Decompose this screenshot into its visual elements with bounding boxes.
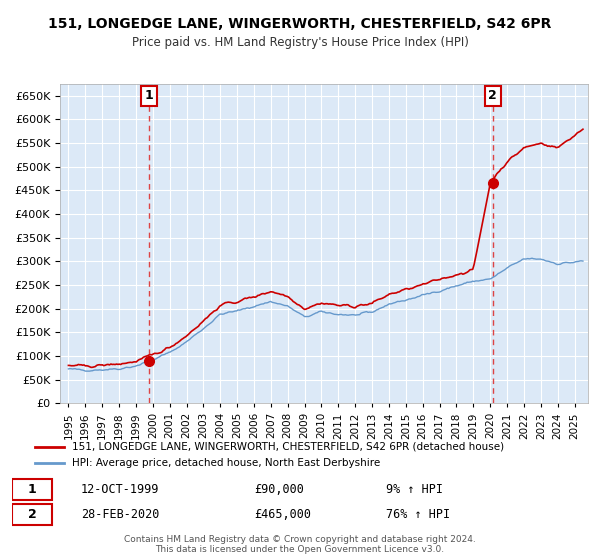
- Text: 12-OCT-1999: 12-OCT-1999: [81, 483, 160, 496]
- Text: 2: 2: [488, 90, 497, 102]
- Text: 2: 2: [28, 508, 37, 521]
- Text: HPI: Average price, detached house, North East Derbyshire: HPI: Average price, detached house, Nort…: [73, 458, 381, 468]
- Text: Price paid vs. HM Land Registry's House Price Index (HPI): Price paid vs. HM Land Registry's House …: [131, 36, 469, 49]
- Text: £90,000: £90,000: [254, 483, 304, 496]
- Text: 1: 1: [145, 90, 154, 102]
- Text: Contains HM Land Registry data © Crown copyright and database right 2024.
This d: Contains HM Land Registry data © Crown c…: [124, 535, 476, 554]
- Text: 151, LONGEDGE LANE, WINGERWORTH, CHESTERFIELD, S42 6PR (detached house): 151, LONGEDGE LANE, WINGERWORTH, CHESTER…: [73, 442, 505, 452]
- Text: 28-FEB-2020: 28-FEB-2020: [81, 508, 160, 521]
- Text: 1: 1: [28, 483, 37, 496]
- FancyBboxPatch shape: [12, 504, 52, 525]
- Text: £465,000: £465,000: [254, 508, 311, 521]
- Text: 151, LONGEDGE LANE, WINGERWORTH, CHESTERFIELD, S42 6PR: 151, LONGEDGE LANE, WINGERWORTH, CHESTER…: [49, 17, 551, 31]
- Text: 76% ↑ HPI: 76% ↑ HPI: [386, 508, 451, 521]
- FancyBboxPatch shape: [12, 479, 52, 501]
- Text: 9% ↑ HPI: 9% ↑ HPI: [386, 483, 443, 496]
